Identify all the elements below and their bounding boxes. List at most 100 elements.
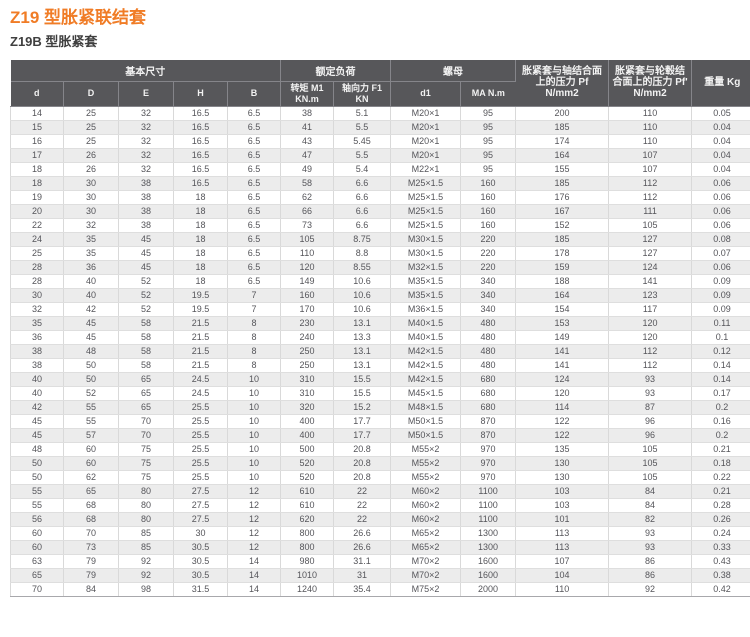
table-header: 基本尺寸 额定负荷 螺母 胀紧套与轴结合面上的压力 Pf N/mm2 胀紧套与轮… (11, 60, 750, 106)
table-cell: 32 (119, 120, 174, 134)
table-cell: 68 (64, 512, 119, 526)
table-cell: 10 (228, 442, 281, 456)
table-cell: 17.7 (334, 414, 391, 428)
table-cell: 45 (119, 260, 174, 274)
table-cell: 5.1 (334, 106, 391, 120)
table-cell: 30 (11, 288, 64, 302)
table-cell: 10 (228, 386, 281, 400)
table-cell: 520 (281, 456, 334, 470)
table-cell: 60 (11, 540, 64, 554)
table-cell: 200 (516, 106, 609, 120)
table-cell: 21.5 (174, 358, 228, 372)
table-cell: 230 (281, 316, 334, 330)
table-cell: 95 (461, 120, 516, 134)
table-cell: 480 (461, 316, 516, 330)
table-cell: 0.17 (692, 386, 750, 400)
table-cell: 160 (461, 190, 516, 204)
table-cell: 85 (119, 526, 174, 540)
table-cell: 8 (228, 316, 281, 330)
table-cell: 41 (281, 120, 334, 134)
table-cell: 127 (609, 246, 692, 260)
table-cell: M60×2 (391, 512, 461, 526)
table-cell: 0.14 (692, 358, 750, 372)
table-cell: M20×1 (391, 120, 461, 134)
table-cell: 122 (516, 414, 609, 428)
table-cell: M20×1 (391, 106, 461, 120)
table-cell: 38 (11, 358, 64, 372)
table-cell: 0.06 (692, 176, 750, 190)
table-cell: 8.75 (334, 232, 391, 246)
table-cell: 120 (609, 316, 692, 330)
table-cell: 25.5 (174, 442, 228, 456)
table-cell: 84 (64, 582, 119, 596)
table-cell: 25 (64, 134, 119, 148)
table-cell: 66 (281, 204, 334, 218)
table-cell: 18 (174, 204, 228, 218)
table-cell: 55 (11, 498, 64, 512)
table-cell: 24.5 (174, 372, 228, 386)
table-cell: M25×1.5 (391, 190, 461, 204)
table-cell: 12 (228, 526, 281, 540)
table-cell: 96 (609, 428, 692, 442)
table-cell: 10 (228, 372, 281, 386)
table-cell: 38 (281, 106, 334, 120)
table-cell: 26 (64, 162, 119, 176)
table-cell: 68 (64, 498, 119, 512)
table-cell: 92 (119, 554, 174, 568)
table-cell: 0.05 (692, 106, 750, 120)
table-cell: 95 (461, 134, 516, 148)
table-cell: M42×1.5 (391, 358, 461, 372)
table-cell: 30 (64, 176, 119, 190)
table-cell: 104 (516, 568, 609, 582)
table-cell: 110 (516, 582, 609, 596)
table-cell: 1100 (461, 484, 516, 498)
table-cell: 26.6 (334, 540, 391, 554)
table-cell: 1300 (461, 526, 516, 540)
table-cell: 16 (11, 134, 64, 148)
table-cell: 52 (119, 274, 174, 288)
table-cell: 31 (334, 568, 391, 582)
table-cell: 52 (119, 288, 174, 302)
table-cell: 50 (64, 358, 119, 372)
table-cell: 176 (516, 190, 609, 204)
table-cell: 480 (461, 330, 516, 344)
table-cell: 220 (461, 260, 516, 274)
table-cell: 0.06 (692, 190, 750, 204)
table-cell: 40 (64, 274, 119, 288)
table-cell: 32 (119, 148, 174, 162)
table-cell: M35×1.5 (391, 288, 461, 302)
table-cell: 500 (281, 442, 334, 456)
table-cell: 84 (609, 484, 692, 498)
table-cell: M36×1.5 (391, 302, 461, 316)
table-cell: 35 (64, 232, 119, 246)
table-cell: 680 (461, 372, 516, 386)
table-cell: 18 (174, 274, 228, 288)
table-cell: 6.5 (228, 106, 281, 120)
table-cell: 112 (609, 358, 692, 372)
table-cell: 25 (64, 120, 119, 134)
table-cell: 65 (119, 386, 174, 400)
group-nut: 螺母 (391, 60, 516, 81)
col-header-axial-force: 轴向力 F1 KN (334, 81, 391, 106)
table-cell: 15.5 (334, 372, 391, 386)
table-cell: 113 (516, 540, 609, 554)
table-cell: 19 (11, 190, 64, 204)
table-cell: 16.5 (174, 148, 228, 162)
table-cell: 52 (64, 386, 119, 400)
table-cell: 0.2 (692, 428, 750, 442)
table-cell: 220 (461, 246, 516, 260)
table-cell: 1010 (281, 568, 334, 582)
table-cell: 0.22 (692, 470, 750, 484)
table-cell: 141 (516, 358, 609, 372)
header-group-row: 基本尺寸 额定负荷 螺母 胀紧套与轴结合面上的压力 Pf N/mm2 胀紧套与轮… (11, 60, 750, 81)
